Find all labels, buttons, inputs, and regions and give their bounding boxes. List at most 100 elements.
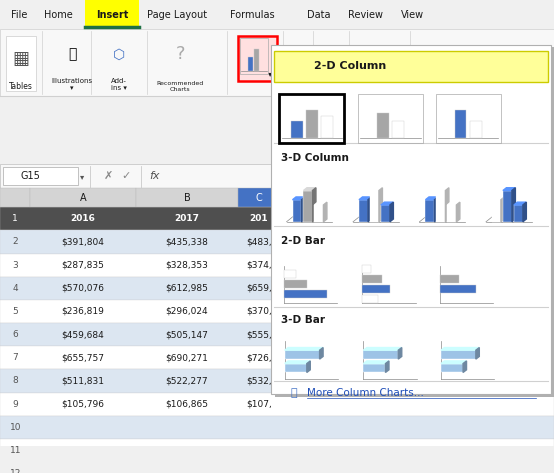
Text: $659,: $659, xyxy=(246,284,272,293)
Text: 📊: 📊 xyxy=(290,388,297,398)
Polygon shape xyxy=(398,348,402,359)
Bar xyxy=(492,200,501,222)
Bar xyxy=(0,462,554,473)
Bar xyxy=(441,350,476,359)
Text: More Column Charts...: More Column Charts... xyxy=(307,388,424,398)
Bar xyxy=(279,95,345,142)
Bar xyxy=(240,38,268,74)
Bar xyxy=(284,290,327,298)
Bar xyxy=(304,191,312,222)
Polygon shape xyxy=(523,202,526,222)
Polygon shape xyxy=(370,188,382,191)
Bar xyxy=(440,286,475,293)
Bar xyxy=(238,35,277,81)
Polygon shape xyxy=(434,197,438,222)
Text: ✓: ✓ xyxy=(122,171,131,181)
Text: ▦: ▦ xyxy=(13,50,29,68)
Bar xyxy=(0,207,554,230)
Text: 3-D Column: 3-D Column xyxy=(281,153,350,163)
Bar xyxy=(362,265,371,273)
Text: $570,076: $570,076 xyxy=(61,284,105,293)
Text: Recommended
Charts: Recommended Charts xyxy=(156,81,204,92)
Polygon shape xyxy=(386,361,389,372)
Polygon shape xyxy=(359,197,371,200)
Text: 10: 10 xyxy=(9,423,21,432)
Text: 2016: 2016 xyxy=(71,214,95,223)
Text: $287,835: $287,835 xyxy=(61,261,105,270)
Bar xyxy=(362,275,382,283)
Text: File: File xyxy=(11,10,28,20)
Text: $505,147: $505,147 xyxy=(166,330,208,339)
Text: 11: 11 xyxy=(9,446,21,455)
Text: ▾: ▾ xyxy=(327,75,332,84)
Polygon shape xyxy=(363,361,389,364)
Text: 2: 2 xyxy=(12,237,18,246)
Polygon shape xyxy=(285,348,323,350)
Polygon shape xyxy=(441,361,466,364)
Bar xyxy=(136,188,238,207)
Text: Insert: Insert xyxy=(96,10,128,20)
Text: 9: 9 xyxy=(12,400,18,409)
Text: $655,757: $655,757 xyxy=(61,353,105,362)
Text: ▾: ▾ xyxy=(297,75,301,84)
Text: $435,338: $435,338 xyxy=(166,237,208,246)
Bar xyxy=(293,200,301,222)
Bar xyxy=(274,51,548,81)
Polygon shape xyxy=(293,197,305,200)
Polygon shape xyxy=(312,188,316,222)
Text: $612,985: $612,985 xyxy=(166,284,208,293)
Text: $511,831: $511,831 xyxy=(61,377,105,385)
Bar xyxy=(0,416,554,439)
Bar xyxy=(0,0,554,29)
Polygon shape xyxy=(456,202,460,222)
Text: 3: 3 xyxy=(12,261,18,270)
Text: Formulas: Formulas xyxy=(230,10,274,20)
Bar xyxy=(0,230,554,254)
Text: A: A xyxy=(80,193,86,202)
Text: $296,024: $296,024 xyxy=(166,307,208,316)
Bar xyxy=(440,275,459,283)
Polygon shape xyxy=(503,188,515,191)
Polygon shape xyxy=(463,361,466,372)
Text: ✗: ✗ xyxy=(104,171,112,181)
Polygon shape xyxy=(476,348,479,359)
Text: ▾: ▾ xyxy=(80,172,84,181)
Text: 8: 8 xyxy=(12,377,18,385)
Polygon shape xyxy=(425,197,438,200)
Text: Review: Review xyxy=(348,10,383,20)
Bar xyxy=(370,191,379,222)
Bar xyxy=(363,350,398,359)
Bar xyxy=(6,35,36,91)
Text: Tours: Tours xyxy=(493,54,515,63)
Bar xyxy=(0,369,554,393)
Text: 4: 4 xyxy=(12,284,18,293)
Text: $459,684: $459,684 xyxy=(61,330,105,339)
Text: $107,: $107, xyxy=(246,400,272,409)
Polygon shape xyxy=(368,197,371,222)
Polygon shape xyxy=(307,361,310,372)
Text: 6: 6 xyxy=(12,330,18,339)
Text: $726,: $726, xyxy=(246,353,272,362)
Bar xyxy=(85,0,139,29)
Text: 2017: 2017 xyxy=(175,214,199,223)
Text: 3D
Map ▾: 3D Map ▾ xyxy=(444,79,464,92)
Text: $690,271: $690,271 xyxy=(166,353,208,362)
Text: fx: fx xyxy=(149,171,159,181)
Text: ⬡: ⬡ xyxy=(113,47,125,61)
Bar xyxy=(363,364,386,372)
Text: Add-
ins ▾: Add- ins ▾ xyxy=(111,79,127,91)
Polygon shape xyxy=(501,197,504,222)
Bar xyxy=(0,346,554,369)
Bar xyxy=(254,49,259,71)
Text: ▾: ▾ xyxy=(268,69,272,78)
Bar xyxy=(358,95,423,142)
Polygon shape xyxy=(304,188,316,191)
Text: F: F xyxy=(291,193,296,202)
Text: $328,353: $328,353 xyxy=(166,261,208,270)
Bar xyxy=(437,191,445,222)
Bar xyxy=(470,122,481,138)
Text: 12: 12 xyxy=(9,469,21,473)
Polygon shape xyxy=(379,188,382,222)
Bar xyxy=(291,122,302,138)
Text: Home: Home xyxy=(44,10,73,20)
